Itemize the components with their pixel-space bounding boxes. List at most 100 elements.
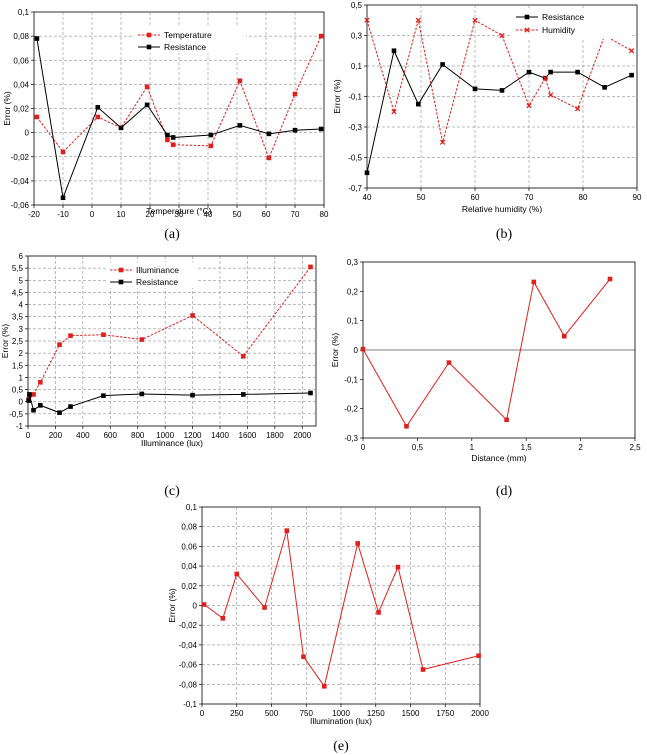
data-point-temperature: [34, 114, 40, 120]
y-tick-label: -0,02: [11, 153, 30, 162]
x-tick-label: 1750: [436, 709, 454, 718]
y-tick-label: 1: [19, 373, 24, 382]
data-point-error: [404, 423, 409, 429]
y-tick-label: 0,04: [13, 80, 29, 89]
data-point-error: [395, 564, 401, 570]
y-tick-label: 2,5: [12, 337, 24, 346]
y-axis-title: Error (%): [0, 324, 10, 359]
x-tick-label: 30: [175, 210, 184, 219]
data-point-resistance: [629, 72, 634, 78]
data-point-resistance: [38, 403, 43, 408]
y-tick-label: 0,1: [347, 317, 359, 326]
y-tick-label: 0,3: [347, 258, 359, 267]
y-tick-label: -0,7: [348, 184, 362, 193]
data-point-humidity: [415, 17, 421, 23]
x-tick-label: 60: [262, 210, 271, 219]
data-point-resistance: [266, 131, 272, 137]
x-tick-label: 1000: [332, 709, 350, 718]
y-tick-label: -0,08: [179, 680, 198, 689]
y-tick-label: -0,5: [9, 410, 23, 419]
x-tick-label: 2,5: [629, 443, 641, 452]
x-axis-title: Distance (mm): [471, 453, 526, 463]
data-point-error: [561, 333, 567, 339]
y-tick-label: -0,2: [344, 405, 358, 414]
legend-label: Resistance: [136, 277, 178, 287]
data-point-resistance: [241, 392, 246, 397]
legend-label: Illuminance: [136, 265, 179, 275]
data-point-temperature: [165, 137, 170, 143]
x-tick-label: 2: [578, 443, 583, 452]
data-point-resistance: [575, 69, 580, 75]
data-point-illuminance: [241, 354, 246, 359]
data-point-humidity: [574, 106, 581, 112]
x-tick-label: 200: [49, 431, 63, 440]
data-point-resistance: [499, 88, 505, 93]
data-point-error: [234, 571, 240, 577]
panel-b: 40 50 60 70 80 90 -0,7 -0,5 -0,3 -0,1 0,1 0,3 0,5 Rel…: [332, 1, 642, 242]
data-point-error: [376, 610, 381, 615]
data-point-resistance: [68, 404, 73, 409]
y-axis-title: Error (%): [2, 91, 12, 126]
data-point-resistance: [208, 132, 214, 138]
data-point-illuminance: [190, 313, 195, 318]
data-point-temperature: [60, 149, 66, 155]
y-tick-label: -0,1: [183, 700, 197, 709]
series-line-resistance: [36, 38, 322, 200]
panel-label: (e): [333, 739, 349, 754]
data-point-resistance: [31, 407, 36, 413]
data-point-humidity: [472, 17, 478, 23]
x-axis-title: Illumination (lux): [310, 716, 372, 726]
y-tick-label: 0,06: [13, 56, 29, 65]
data-point-illuminance: [31, 392, 36, 397]
x-tick-label: 0: [90, 210, 95, 219]
data-point-error: [284, 528, 290, 533]
data-point-resistance: [602, 85, 607, 90]
x-tick-label: 50: [233, 210, 242, 219]
y-tick-label: 6: [19, 252, 24, 261]
data-point-resistance: [165, 132, 170, 138]
x-tick-label: 750: [300, 709, 314, 718]
data-point-error: [355, 541, 360, 546]
y-tick-label: 4: [19, 301, 24, 310]
data-point-resistance: [139, 391, 145, 397]
y-tick-label: 0,2: [347, 287, 359, 296]
x-tick-label: 70: [291, 210, 300, 219]
data-point-resistance: [60, 195, 66, 201]
legend-marker: [146, 32, 152, 38]
data-point-resistance: [57, 410, 62, 415]
x-tick-label: 2000: [471, 709, 489, 718]
x-tick-label: 1800: [266, 431, 284, 440]
x-axis-title: Illuminance (lux): [141, 438, 203, 448]
y-tick-label: 0,08: [181, 523, 197, 532]
data-point-illuminance: [139, 337, 145, 342]
x-tick-label: 10: [117, 210, 126, 219]
y-tick-label: -0,1: [348, 93, 362, 102]
data-point-resistance: [318, 126, 324, 132]
x-tick-label: 1,5: [521, 443, 533, 452]
data-point-humidity: [391, 109, 397, 115]
data-point-resistance: [416, 101, 421, 107]
y-tick-label: 0,5: [12, 386, 24, 395]
data-point-resistance: [170, 135, 176, 140]
x-tick-label: 1500: [402, 709, 420, 718]
data-point-error: [420, 667, 426, 672]
x-tick-label: 20: [146, 210, 155, 219]
x-tick-label: -10: [57, 210, 69, 219]
data-point-temperature: [170, 142, 176, 147]
data-point-error: [504, 417, 509, 423]
legend-marker: [118, 267, 124, 273]
data-point-error: [607, 276, 613, 282]
y-tick-label: 4,5: [12, 288, 24, 297]
data-point-resistance: [391, 48, 397, 54]
series-line-resistance: [366, 49, 632, 173]
data-point-resistance: [144, 102, 150, 108]
data-point-resistance: [364, 170, 370, 176]
panel-label: (a): [164, 227, 180, 242]
data-point-temperature: [208, 143, 214, 149]
x-tick-label: 80: [320, 210, 329, 219]
data-point-resistance: [440, 62, 445, 67]
data-point-resistance: [237, 123, 243, 128]
data-point-temperature: [318, 33, 324, 39]
x-tick-label: 40: [204, 210, 213, 219]
legend-label: Humidity: [542, 25, 576, 35]
